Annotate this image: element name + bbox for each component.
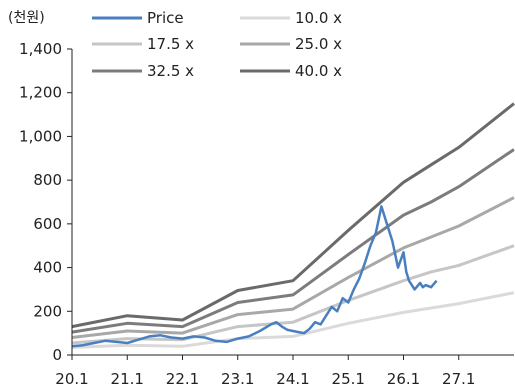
series-line-25-0-x — [71, 196, 515, 339]
y-tick-label: 1,000 — [19, 127, 62, 145]
series-line-10-0-x — [71, 291, 515, 349]
x-tick-label: 26.1 — [387, 370, 420, 388]
plot-lines — [71, 102, 515, 349]
y-tick-label: 0 — [52, 346, 62, 364]
legend-label-32-5-x: 32.5 x — [147, 62, 194, 80]
x-tick-label: 22.1 — [166, 370, 199, 388]
y-axis: 0 200 400 600 800 1,000 1,200 1,400 — [19, 40, 73, 364]
legend-label-25-0-x: 25.0 x — [295, 35, 342, 53]
series-line-32-5-x — [71, 148, 515, 334]
series-line-40-0-x — [71, 102, 515, 329]
x-tick-label: 27.1 — [442, 370, 475, 388]
y-tick-label: 400 — [33, 259, 62, 277]
x-tick-label: 25.1 — [332, 370, 365, 388]
y-tick-label: 600 — [33, 215, 62, 233]
y-axis-unit-label: (천원) — [8, 10, 45, 26]
x-tick-label: 21.1 — [111, 370, 144, 388]
y-tick-label: 1,400 — [19, 40, 62, 58]
legend: Price 10.0 x 17.5 x 25.0 x 32.5 x 40.0 x — [92, 9, 342, 80]
x-tick-label: 20.1 — [55, 370, 88, 388]
x-axis: 20.1 21.1 22.1 23.1 24.1 25.1 26.1 27.1 — [55, 354, 514, 388]
series-line-17-5-x — [71, 244, 515, 345]
y-tick-label: 200 — [33, 302, 62, 320]
x-tick-label: 23.1 — [221, 370, 254, 388]
legend-label-40-0-x: 40.0 x — [295, 62, 342, 80]
y-tick-label: 1,200 — [19, 84, 62, 102]
legend-label-price: Price — [147, 9, 184, 27]
y-tick-label: 800 — [33, 171, 62, 189]
x-tick-label: 24.1 — [276, 370, 309, 388]
legend-label-10-0-x: 10.0 x — [295, 9, 342, 27]
series-line-price — [71, 205, 438, 348]
legend-label-17-5-x: 17.5 x — [147, 35, 194, 53]
